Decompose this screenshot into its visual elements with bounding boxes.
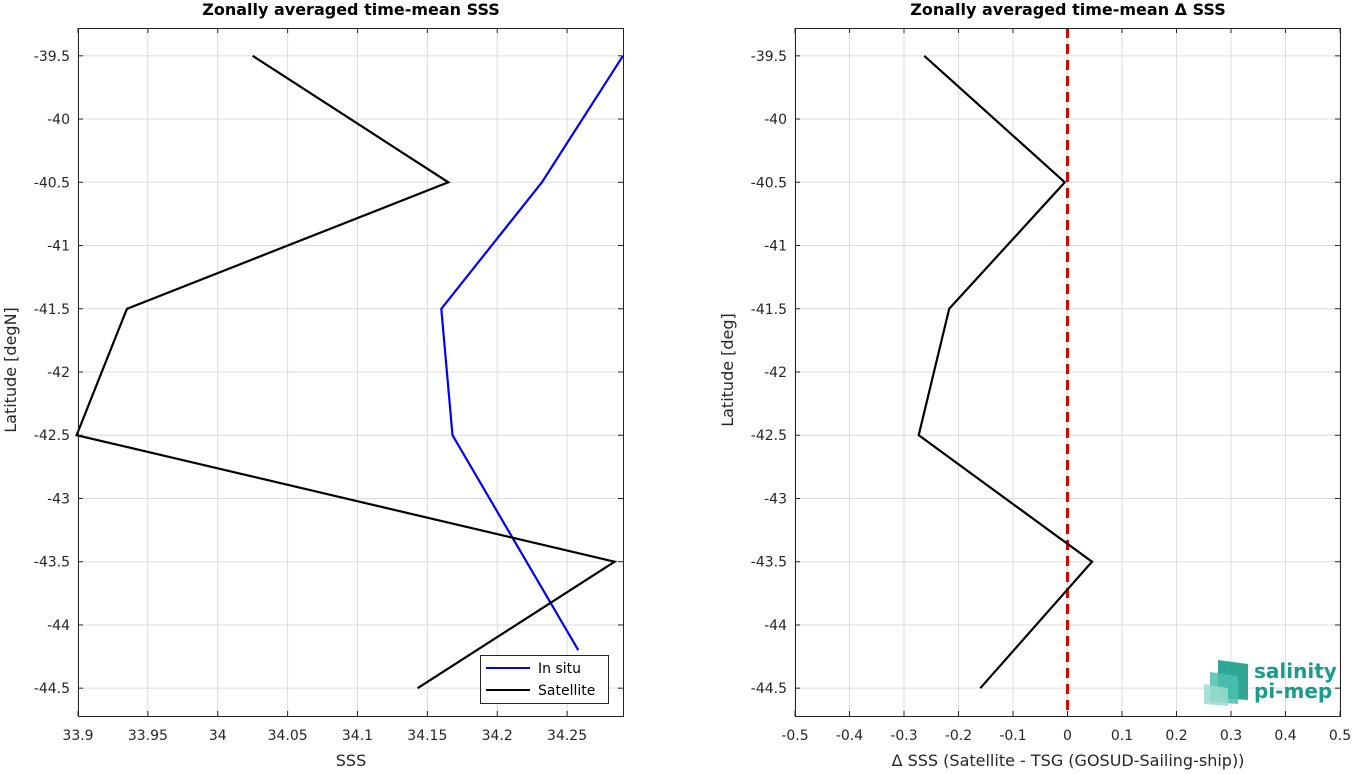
x-tick-label: 34 [209, 728, 227, 744]
x-axis-label: SSS [336, 751, 366, 770]
y-tick-label: -40.5 [34, 175, 70, 191]
x-tick-label: 33.95 [128, 728, 168, 744]
y-tick-label: -41 [47, 239, 70, 255]
x-tick-label: 33.9 [62, 728, 93, 744]
chart-title: Zonally averaged time-mean Δ SSS [910, 0, 1226, 19]
y-tick-label: -41 [764, 239, 787, 255]
logo-line2: pi-mep [1254, 679, 1332, 703]
y-tick-label: -43 [764, 491, 787, 507]
y-tick-label: -41.5 [34, 302, 70, 318]
legend: In situ Satellite [481, 656, 609, 704]
series-line-in-situ [441, 56, 623, 650]
y-tick-label: -44 [764, 618, 787, 634]
y-tick-label: -44 [47, 618, 70, 634]
y-tick-label: -43.5 [34, 555, 70, 571]
x-tick-label: -0.3 [890, 728, 917, 744]
x-tick-label: 34.1 [342, 728, 373, 744]
y-tick-label: -43 [47, 491, 70, 507]
y-tick-label: -40 [764, 112, 787, 128]
x-tick-label: -0.2 [945, 728, 972, 744]
x-tick-label: -0.1 [999, 728, 1026, 744]
x-tick-label: -0.4 [836, 728, 863, 744]
x-tick-label: 0.5 [1329, 728, 1351, 744]
y-tick-label: -42 [764, 365, 787, 381]
panel-left: Zonally averaged time-mean SSS 33.9 33.95… [1, 0, 624, 770]
y-axis-label: Latitude [degN] [1, 307, 20, 433]
y-tick-label: -39.5 [34, 49, 70, 65]
x-axis-label: Δ SSS (Satellite - TSG (GOSUD-Sailing-sh… [892, 751, 1245, 770]
y-tick-label: -40 [47, 112, 70, 128]
y-tick-label: -42.5 [751, 428, 787, 444]
x-tick-label: 0 [1063, 728, 1072, 744]
y-tick-label: -43.5 [751, 555, 787, 571]
x-tick-label: -0.5 [781, 728, 808, 744]
y-tick-label: -41.5 [751, 302, 787, 318]
x-tick-label: 34.15 [407, 728, 447, 744]
y-tick-label: -44.5 [34, 681, 70, 697]
x-tick-label: 0.1 [1111, 728, 1133, 744]
y-tick-label: -39.5 [751, 49, 787, 65]
chart-title: Zonally averaged time-mean SSS [202, 0, 500, 19]
legend-label-satellite: Satellite [538, 683, 595, 699]
salinity-pi-mep-logo: salinity pi-mep [1204, 659, 1337, 706]
y-axis-label: Latitude [deg] [718, 313, 737, 427]
y-tick-label: -42 [47, 365, 70, 381]
panel-right: Zonally averaged time-mean Δ SSS -0.5 -0.… [718, 0, 1351, 770]
x-tick-label: 34.25 [547, 728, 587, 744]
y-tick-label: -42.5 [34, 428, 70, 444]
wave-logo-icon [1204, 660, 1248, 706]
x-tick-label: 34.2 [482, 728, 513, 744]
x-tick-label: 0.4 [1274, 728, 1296, 744]
y-tick-label: -40.5 [751, 175, 787, 191]
y-tick-label: -44.5 [751, 681, 787, 697]
legend-label-in-situ: In situ [538, 661, 581, 677]
x-tick-label: 0.2 [1165, 728, 1187, 744]
x-tick-label: 34.05 [268, 728, 308, 744]
x-tick-label: 0.3 [1220, 728, 1242, 744]
